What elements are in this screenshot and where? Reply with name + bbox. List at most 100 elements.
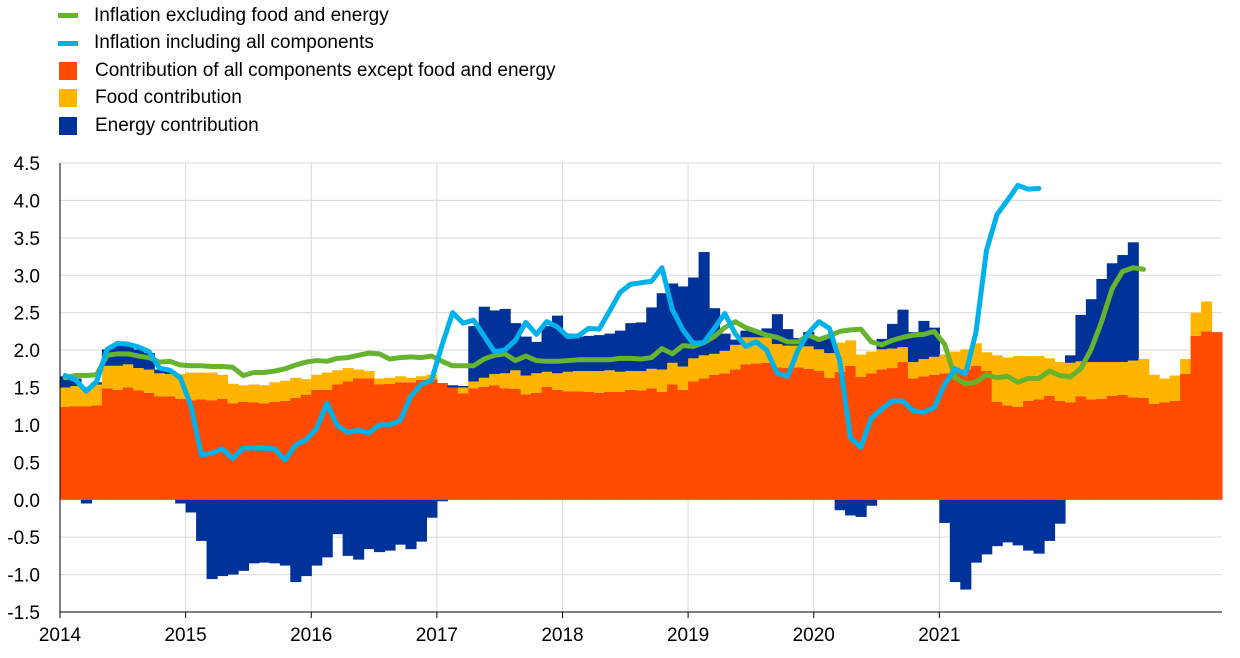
legend-swatch-core-inflation — [58, 13, 78, 19]
bar-food — [1054, 362, 1066, 401]
bar-core — [1064, 402, 1077, 500]
bar-core — [258, 403, 270, 500]
legend-swatch-core-contribution — [59, 61, 77, 80]
bar-energy — [918, 320, 930, 360]
bar-food — [855, 354, 867, 378]
bar-food — [677, 366, 689, 390]
bar-food — [583, 371, 595, 392]
bar-energy — [593, 335, 605, 372]
bar-core — [625, 389, 637, 500]
bar-food — [353, 369, 365, 379]
bar-core — [1096, 398, 1108, 500]
bar-core — [175, 398, 187, 500]
bar-food — [91, 384, 103, 406]
bar-core — [667, 384, 679, 500]
y-tick-label: -0.5 — [7, 528, 40, 549]
bar-food — [1002, 357, 1014, 406]
bar-energy — [457, 386, 469, 388]
legend-item-energy-contribution: Energy contribution — [58, 112, 556, 140]
bar-food — [782, 345, 794, 369]
bar-food — [1085, 362, 1097, 400]
bar-energy — [374, 499, 386, 553]
bar-core — [1085, 399, 1097, 500]
bar-core — [1180, 374, 1192, 500]
bar-energy — [321, 499, 333, 558]
bar-core — [112, 389, 124, 500]
bar-core — [719, 373, 731, 500]
bar-energy — [656, 293, 668, 370]
bar-food — [196, 372, 208, 400]
bar-food — [845, 340, 857, 366]
bar-food — [206, 372, 218, 401]
bar-energy — [143, 353, 155, 370]
x-tick-label: 2020 — [793, 625, 835, 646]
bar-food — [949, 351, 961, 372]
bar-energy — [541, 326, 553, 372]
bar-core — [970, 365, 982, 500]
legend-label-core-contribution: Contribution of all components except fo… — [95, 59, 556, 81]
bar-food — [489, 374, 501, 386]
bar-core — [60, 406, 72, 500]
bar-food — [803, 346, 815, 369]
bar-energy — [813, 340, 825, 350]
bar-core — [520, 394, 532, 500]
bar-energy — [614, 330, 626, 372]
x-tick-label: 2015 — [164, 625, 206, 646]
bar-core — [1190, 335, 1202, 500]
bar-food — [918, 359, 930, 377]
bar-energy — [981, 499, 993, 555]
bar-core — [761, 362, 773, 500]
bar-food — [311, 374, 323, 390]
bar-food — [248, 384, 260, 403]
bar-energy — [949, 499, 961, 583]
bar-core — [1127, 397, 1139, 500]
bar-food — [290, 377, 302, 398]
bar-core — [300, 394, 312, 500]
bar-core — [279, 400, 291, 500]
bar-energy — [1023, 499, 1035, 551]
bar-food — [740, 337, 752, 365]
bar-food — [363, 371, 375, 379]
bar-core — [1054, 400, 1066, 500]
bar-core — [374, 384, 386, 500]
y-tick-label: 1.5 — [14, 379, 40, 400]
bar-food — [887, 348, 899, 369]
bar-core — [572, 391, 585, 500]
bar-core — [803, 368, 815, 500]
bar-core — [866, 373, 878, 500]
bar-core — [792, 367, 804, 500]
x-tick-label: 2014 — [39, 625, 82, 646]
bar-food — [300, 379, 312, 395]
bar-food — [499, 373, 511, 389]
bar-core — [311, 389, 323, 500]
bar-food — [541, 371, 553, 387]
bar-food — [552, 373, 564, 390]
bar-energy — [80, 499, 93, 504]
bar-core — [1012, 406, 1024, 500]
bar-core — [394, 382, 407, 500]
bar-core — [688, 381, 700, 500]
bar-energy — [688, 277, 700, 359]
bar-core — [426, 379, 438, 500]
bar-food — [593, 371, 605, 393]
bar-food — [792, 345, 804, 368]
bar-food — [1169, 375, 1181, 401]
x-tick-label: 2017 — [416, 625, 458, 646]
bar-energy — [834, 499, 846, 511]
bar-food — [332, 370, 344, 385]
bar-food — [824, 353, 836, 378]
bar-food — [269, 382, 281, 402]
bar-food — [468, 381, 480, 389]
bar-food — [80, 386, 93, 407]
legend-item-core-contribution: Contribution of all components except fo… — [58, 57, 556, 85]
legend-swatch-energy-contribution — [59, 116, 77, 135]
bar-energy — [290, 499, 302, 583]
bar-core — [907, 378, 920, 500]
legend-item-food-contribution: Food contribution — [58, 85, 556, 113]
legend-swatch-food-contribution — [59, 89, 77, 108]
bar-energy — [960, 499, 972, 590]
bar-core — [353, 378, 365, 500]
bar-core — [436, 383, 448, 500]
y-tick-label: 0.5 — [14, 453, 40, 474]
bar-energy — [635, 322, 647, 372]
